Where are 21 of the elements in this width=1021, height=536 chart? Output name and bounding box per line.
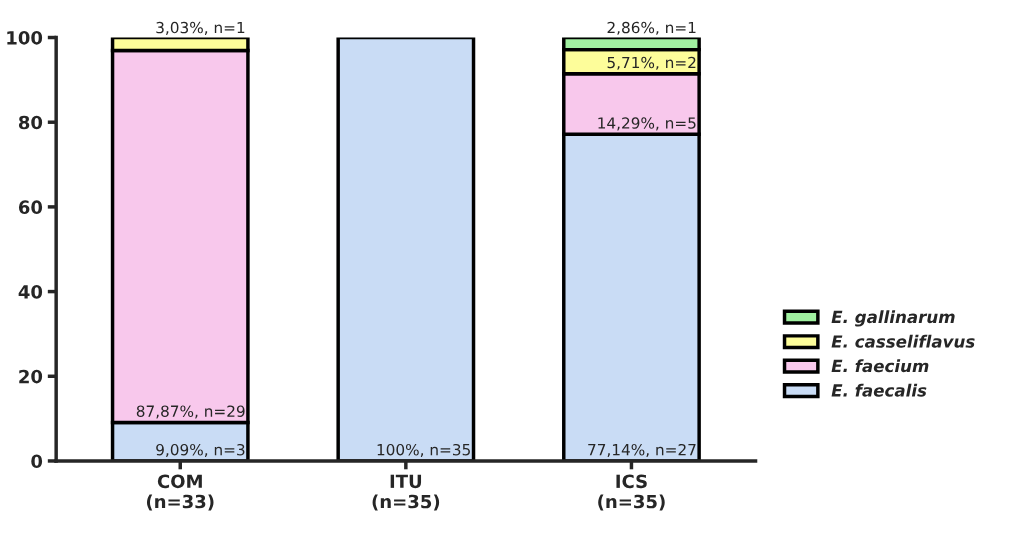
y-tick-label: 0 [31, 454, 43, 469]
y-tick-label: 20 [19, 369, 43, 384]
data-label: 14,29%, n=5 [598, 117, 696, 131]
x-tick-label: ITU (n=35) [372, 474, 440, 511]
data-label: 3,03%, n=1 [156, 21, 245, 35]
data-label: 5,71%, n=2 [607, 56, 696, 70]
data-label: 2,86%, n=1 [607, 21, 696, 35]
data-label: 9,09%, n=3 [156, 443, 245, 458]
y-tick-label: 40 [18, 285, 43, 299]
y-tick-label: 60 [18, 200, 43, 215]
data-label: 100%, n=35 [377, 443, 470, 458]
data-label: 77,14%, n=27 [588, 443, 696, 458]
y-tick-label: 80 [18, 115, 43, 130]
legend-label: E. casseliflavus [831, 334, 975, 348]
data-label: 87,87%, n=29 [136, 405, 245, 419]
x-tick-label: COM (n=33) [146, 474, 214, 511]
legend-label: E. faecium [831, 359, 929, 373]
y-tick-label: 100 [7, 30, 43, 45]
legend-label: E. gallinarum [831, 310, 955, 327]
x-tick-label: ICS (n=35) [598, 474, 665, 511]
legend-label: E. faecalis [831, 383, 927, 397]
